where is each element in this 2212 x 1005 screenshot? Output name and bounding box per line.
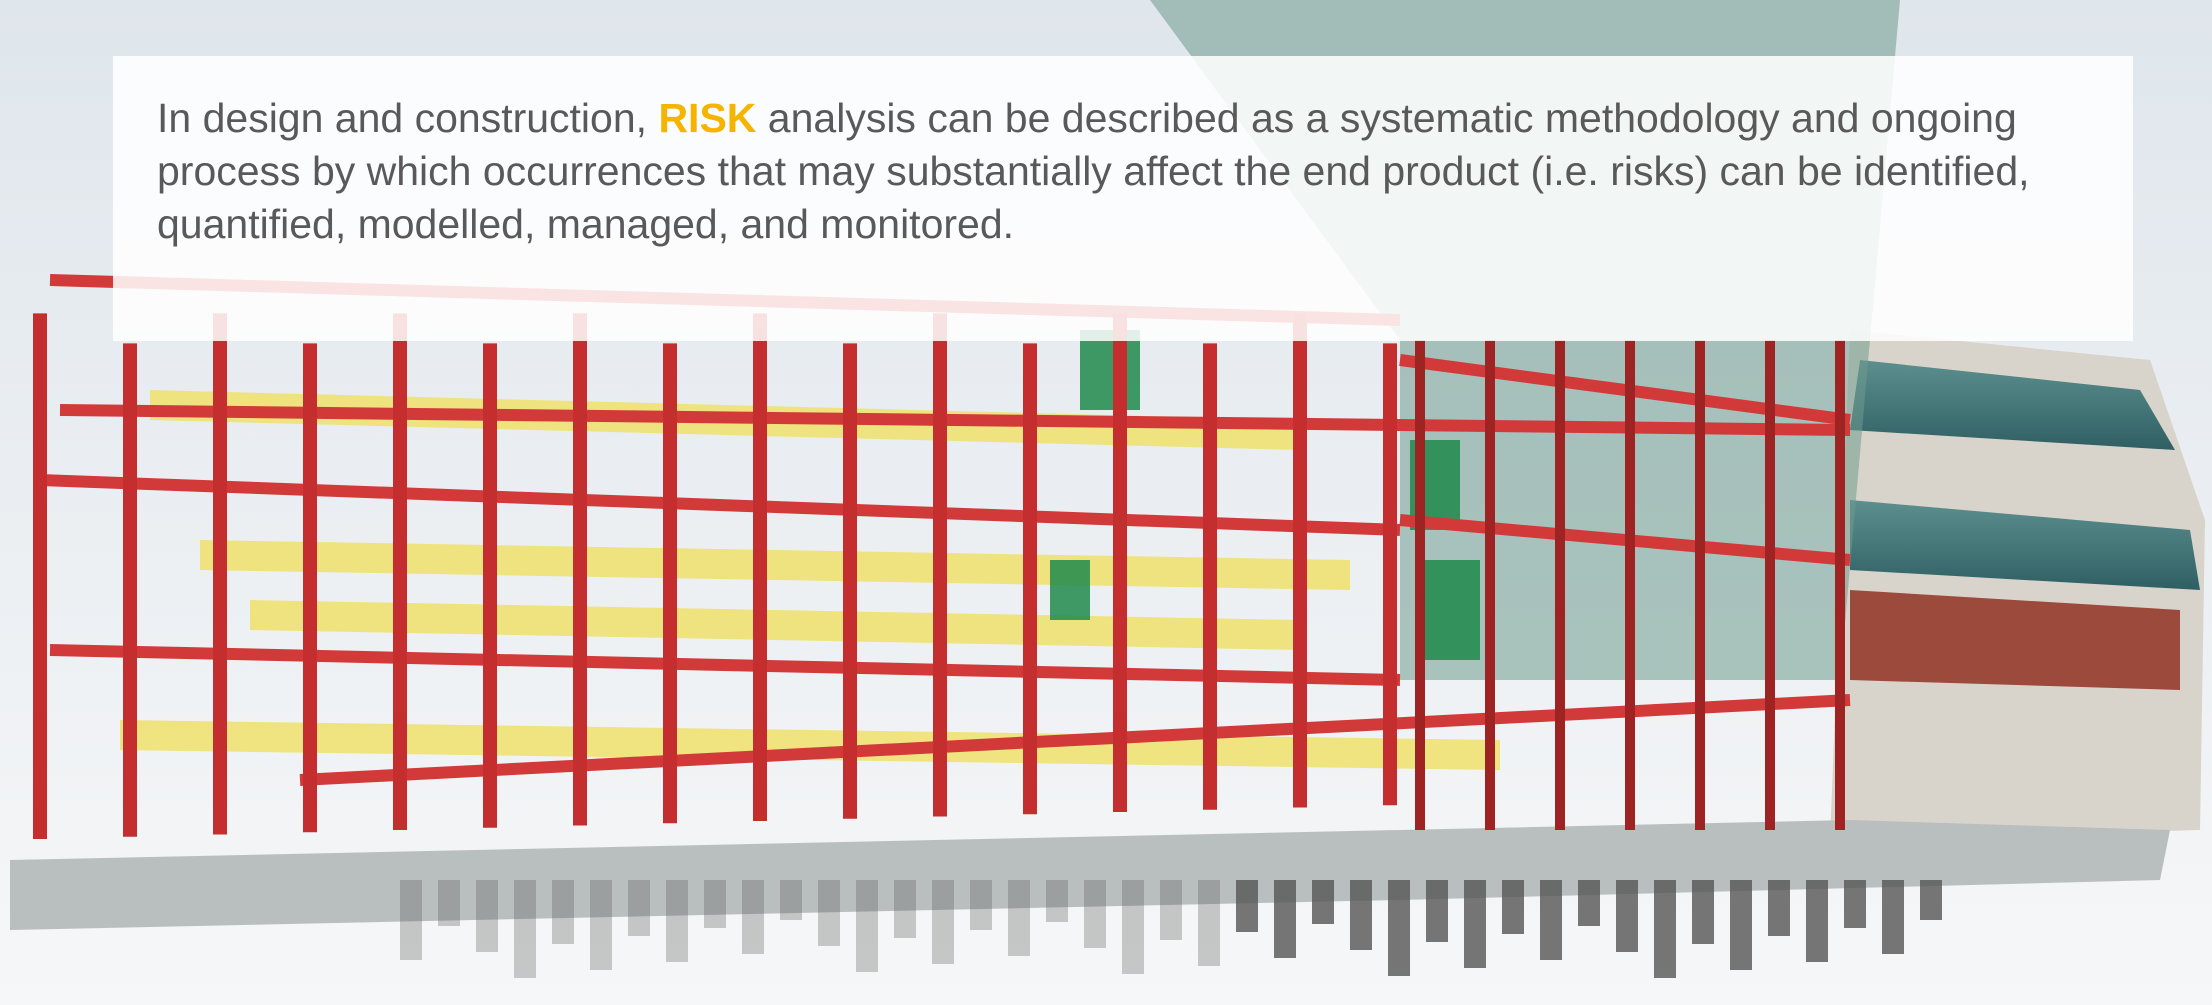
equipment [1420,560,1480,660]
pile [1388,880,1410,976]
pile [1426,880,1448,942]
body-text: In design and construction, RISK analysi… [157,92,2107,251]
pile [1806,880,1828,962]
pile [1882,880,1904,954]
pile [666,880,688,962]
pile [1578,880,1600,926]
pile [932,880,954,964]
pile [1236,880,1258,932]
pile [1312,880,1334,924]
pile [1692,880,1714,944]
pile [1160,880,1182,940]
pile [856,880,878,972]
pile [1198,880,1220,966]
pile [628,880,650,936]
pile [704,880,726,928]
pile [1046,880,1068,922]
pile [1730,880,1752,970]
pile [970,880,992,930]
pile [780,880,802,920]
pile [1350,880,1372,950]
pile [1920,880,1942,920]
pile [590,880,612,970]
pile [1274,880,1296,958]
pile [1654,880,1676,978]
pile [438,880,460,926]
pile [400,880,422,960]
pile [818,880,840,946]
pile [476,880,498,952]
text: In design and construction, [157,95,658,141]
pile [1616,880,1638,952]
pile [894,880,916,938]
pile [1844,880,1866,928]
pile [742,880,764,954]
pile [514,880,536,978]
pile [1008,880,1030,956]
equipment [1080,330,1140,410]
equipment [1050,560,1090,620]
slide: In design and construction, RISK analysi… [0,0,2212,1005]
pile [1084,880,1106,948]
highlight: RISK [658,95,756,141]
pile [1464,880,1486,968]
pile [1540,880,1562,960]
pile [1768,880,1790,936]
pile [1122,880,1144,974]
pile [552,880,574,944]
pile [1502,880,1524,934]
